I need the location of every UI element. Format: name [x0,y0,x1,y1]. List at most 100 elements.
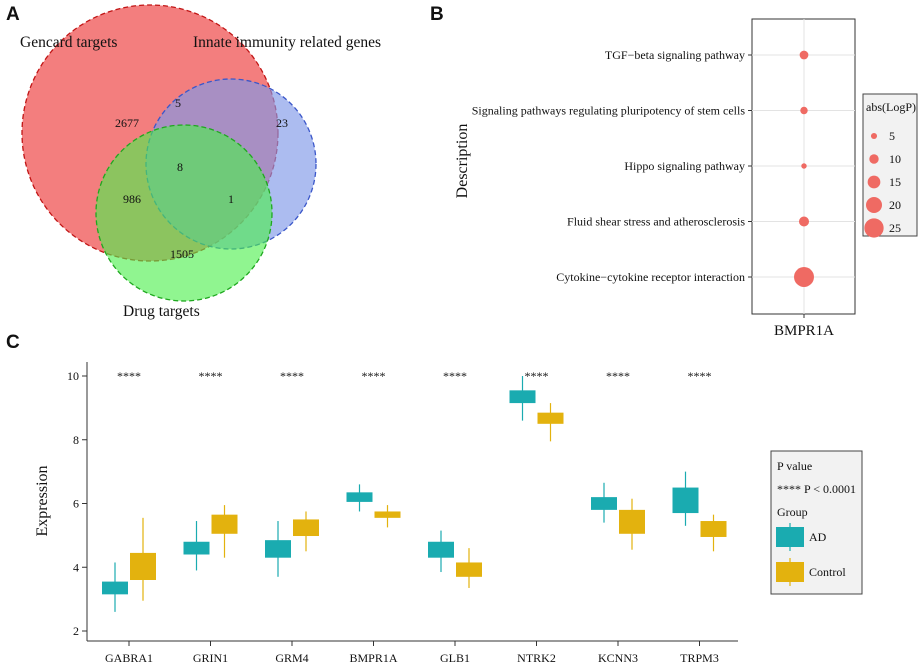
dotplot-legend-title: abs(LogP) [866,100,916,114]
boxplot-y-tick-label: 6 [73,497,79,511]
dotplot-legend-items: 5 10 15 20 25 [864,129,901,238]
boxplot-box-ad-grin1 [183,521,210,571]
venn-count-innate-drug: 1 [228,192,234,206]
dotplot-point [799,50,809,60]
legend-pvalue-title: P value [777,459,812,473]
boxplot-box-control-bmpr1a [374,505,401,528]
venn-count-gencard-only: 2677 [115,116,139,130]
dotplot-legend-swatch [869,154,879,164]
boxplot-box-ad-bmpr1a [346,484,373,512]
dotplot-legend-swatch [870,132,878,140]
dotplot-x-tick-label: BMPR1A [774,323,834,339]
dotplot-y-tick-label: Hippo signaling pathway [624,159,745,173]
dotplot-y-tick-label: Signaling pathways regulating pluripoten… [472,104,746,118]
dotplot-y-axis-title: Description [454,124,471,199]
boxplot-y-ticks: 2 4 6 8 10 [67,369,87,638]
panel-a: A Gencard targets Innate immunity relate… [6,4,381,320]
venn-label-innate: Innate immunity related genes [193,34,381,51]
boxplot-legend: P value **** P < 0.0001 Group AD Control [770,450,863,595]
boxplot-y-tick-label: 8 [73,433,79,447]
boxplot-box-control-grm4 [293,511,319,552]
boxplot-box-control-grin1 [211,505,238,558]
boxplot-significance-label: **** [280,369,304,383]
boxplot-significance-label: **** [525,369,549,383]
venn-count-drug-only: 1505 [170,247,194,261]
dotplot-y-tick-label: TGF−beta signaling pathway [605,48,745,62]
dotplot-y-tick-label: Cytokine−cytokine receptor interaction [556,270,745,284]
boxplot-y-tick-label: 4 [73,560,79,574]
boxplot-significance-label: **** [199,369,223,383]
venn-count-all-three: 8 [177,160,183,174]
boxplot-box-control-kcnn3 [619,498,645,550]
boxplot-x-tick-label: GABRA1 [105,651,153,665]
boxplot-x-tick-label: KCNN3 [598,651,638,665]
dotplot-legend-swatch [864,218,884,238]
boxplot-box-body [456,562,482,577]
dotplot-legend-label: 20 [889,198,901,212]
dotplot-point [801,163,807,169]
dotplot-legend-label: 5 [889,129,895,143]
boxplot-x-tick-label: GRIN1 [193,651,228,665]
boxplot-box-control-ntrk2 [537,403,564,442]
panel-letter-a: A [6,4,20,25]
boxplot-significance-labels: **** **** **** **** **** **** **** **** [117,369,712,383]
dotplot-y-tick-label: Fluid shear stress and atherosclerosis [567,215,745,229]
venn-count-innate-only: 23 [276,116,288,130]
dotplot-legend-label: 25 [889,221,901,235]
boxplot-box-ad-glb1 [428,530,454,573]
dotplot-y-labels: TGF−beta signaling pathway Signaling path… [472,48,746,284]
dotplot-point [798,216,810,227]
boxplot-box-body [265,540,291,558]
boxplot-box-control-glb1 [456,548,482,588]
dotplot-legend-label: 15 [889,175,901,189]
panel-c: C 2 4 6 8 10 GABRA1 GRIN1 GRM4 BMPR1A GLB1 NTRK2 K… [6,332,863,665]
venn-count-gencard-innate: 5 [175,96,181,110]
venn-label-drug: Drug targets [123,303,200,320]
boxplot-significance-label: **** [688,369,712,383]
legend-group-title: Group [777,505,808,519]
boxplot-box-ad-ntrk2 [509,376,536,421]
boxplot-significance-label: **** [606,369,630,383]
boxplot-significance-label: **** [117,369,141,383]
boxplot-significance-label: **** [443,369,467,383]
panel-letter-c: C [6,332,20,353]
boxplot-x-tick-label: TRPM3 [680,651,719,665]
boxplot-box-ad-grm4 [265,521,291,577]
legend-group-items: AD Control [776,523,846,586]
legend-label-ad: AD [809,530,827,544]
boxplot-boxes [102,376,727,612]
dotplot-legend-swatch [866,197,882,213]
venn-label-gencard: Gencard targets [20,34,117,51]
boxplot-x-tick-label: GRM4 [275,651,308,665]
boxplot-box-ad-trpm3 [672,471,699,526]
venn-circle-drug [95,124,273,302]
dotplot-point [800,106,808,115]
legend-pvalue-entry: **** P < 0.0001 [777,482,856,496]
dotplot-point [794,267,814,287]
boxplot-x-ticks: GABRA1 GRIN1 GRM4 BMPR1A GLB1 NTRK2 KCNN3 TRPM3 [105,641,719,665]
boxplot-x-tick-label: BMPR1A [349,651,397,665]
legend-swatch-control [776,562,804,582]
boxplot-y-axis-title: Expression [34,465,51,536]
boxplot-box-control-trpm3 [700,514,727,552]
dotplot-legend-label: 10 [889,152,901,166]
dotplot-points [794,50,814,287]
legend-label-control: Control [809,565,846,579]
boxplot-box-body [130,552,156,580]
boxplot-box-ad-kcnn3 [591,482,617,523]
boxplot-box-body [537,412,564,424]
panel-letter-b: B [430,4,444,25]
dotplot-legend-swatch [867,175,881,189]
boxplot-significance-label: **** [362,369,386,383]
legend-swatch-ad [776,527,804,547]
boxplot-box-ad-gabra1 [102,562,128,612]
panel-b: B TGF−beta signaling pathway Signaling pa… [430,4,918,339]
dotplot-legend: abs(LogP) 5 10 15 20 25 [862,93,918,238]
boxplot-y-tick-label: 10 [67,369,79,383]
boxplot-box-body [619,509,645,534]
boxplot-x-tick-label: GLB1 [440,651,470,665]
boxplot-box-body [293,519,319,537]
boxplot-x-tick-label: NTRK2 [517,651,556,665]
boxplot-box-control-gabra1 [130,517,156,601]
